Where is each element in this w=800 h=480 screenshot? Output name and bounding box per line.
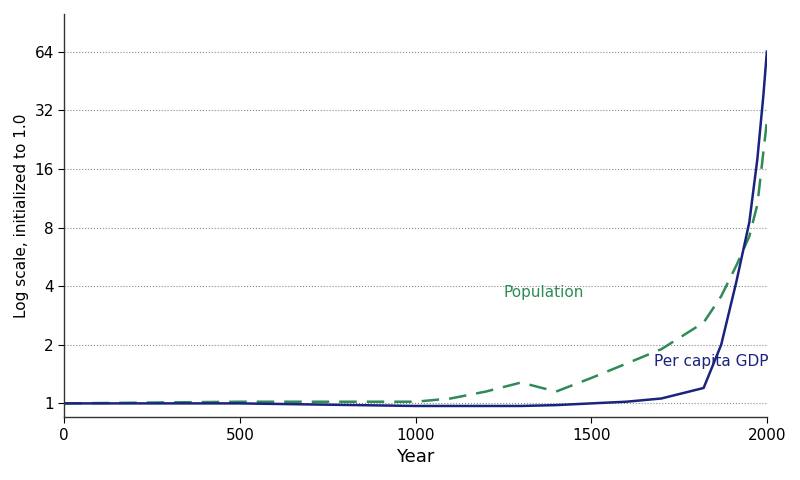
Y-axis label: Log scale, initialized to 1.0: Log scale, initialized to 1.0 bbox=[14, 113, 29, 318]
Text: Population: Population bbox=[503, 286, 584, 300]
Text: Per capita GDP: Per capita GDP bbox=[654, 354, 769, 369]
X-axis label: Year: Year bbox=[396, 448, 434, 466]
